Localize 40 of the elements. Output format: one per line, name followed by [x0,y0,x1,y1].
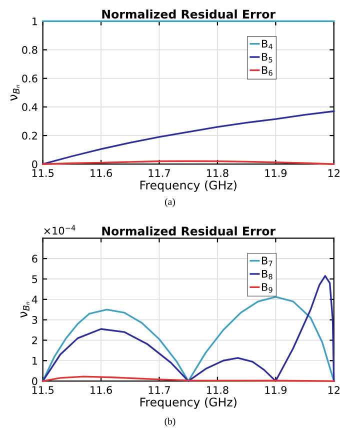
x-tick-label: 12 [328,169,340,177]
x-tick-label: 11.7 [148,169,170,177]
legend-label: B$_{7}$ [262,256,272,266]
legend-label: B$_{8}$ [262,270,272,280]
y-tick-label: 0.2 [22,132,37,140]
x-tick-label: 11.5 [32,169,54,178]
y-axis-title: ν$_{Bₙ}$ [10,84,20,101]
x-tick-label: 11.6 [90,169,112,178]
text: (b) [164,418,176,427]
chart-title: Normalized Residual Error [102,9,276,19]
y-tick-label: 3 [32,316,38,324]
x-tick-label: 11.8 [207,169,228,178]
x-tick-label: 11.9 [265,169,287,178]
x-axis-title: Frequency (GHz) [140,180,236,192]
x-tick-label: 11.9 [265,386,287,394]
legend-label: B$_{4}$ [262,40,272,50]
y-tick-label: 5 [32,275,38,284]
chart-title: Normalized Residual Error [102,226,276,236]
x-tick-label: 11.8 [207,386,228,394]
x-axis-title: Frequency (GHz) [140,397,236,409]
y-tick-label: 0 [32,160,38,168]
y-tick-label: 1 [32,356,38,365]
y-tick-label: 0.8 [22,46,38,54]
x-tick-label: 11.7 [148,386,170,394]
legend-label: B$_{9}$ [262,283,272,293]
text: ×10$^{−4}$ [44,225,76,235]
y-tick-label: 0 [32,377,38,386]
y-tick-label: 0.6 [22,74,38,82]
y-tick-label: 2 [32,336,37,344]
y-tick-label: 1 [32,18,38,26]
x-tick-label: 12 [328,386,340,394]
legend-label: B$_{6}$ [262,66,272,76]
y-tick-label: 0.4 [22,103,38,112]
x-tick-label: 11.5 [32,386,54,394]
y-tick-label: 6 [32,254,38,263]
text: (a) [165,198,175,207]
y-axis-title: ν$_{Bₙ}$ [20,302,30,318]
x-tick-label: 11.6 [90,386,112,394]
legend-label: B$_{5}$ [262,53,272,62]
y-tick-label: 4 [32,296,38,304]
